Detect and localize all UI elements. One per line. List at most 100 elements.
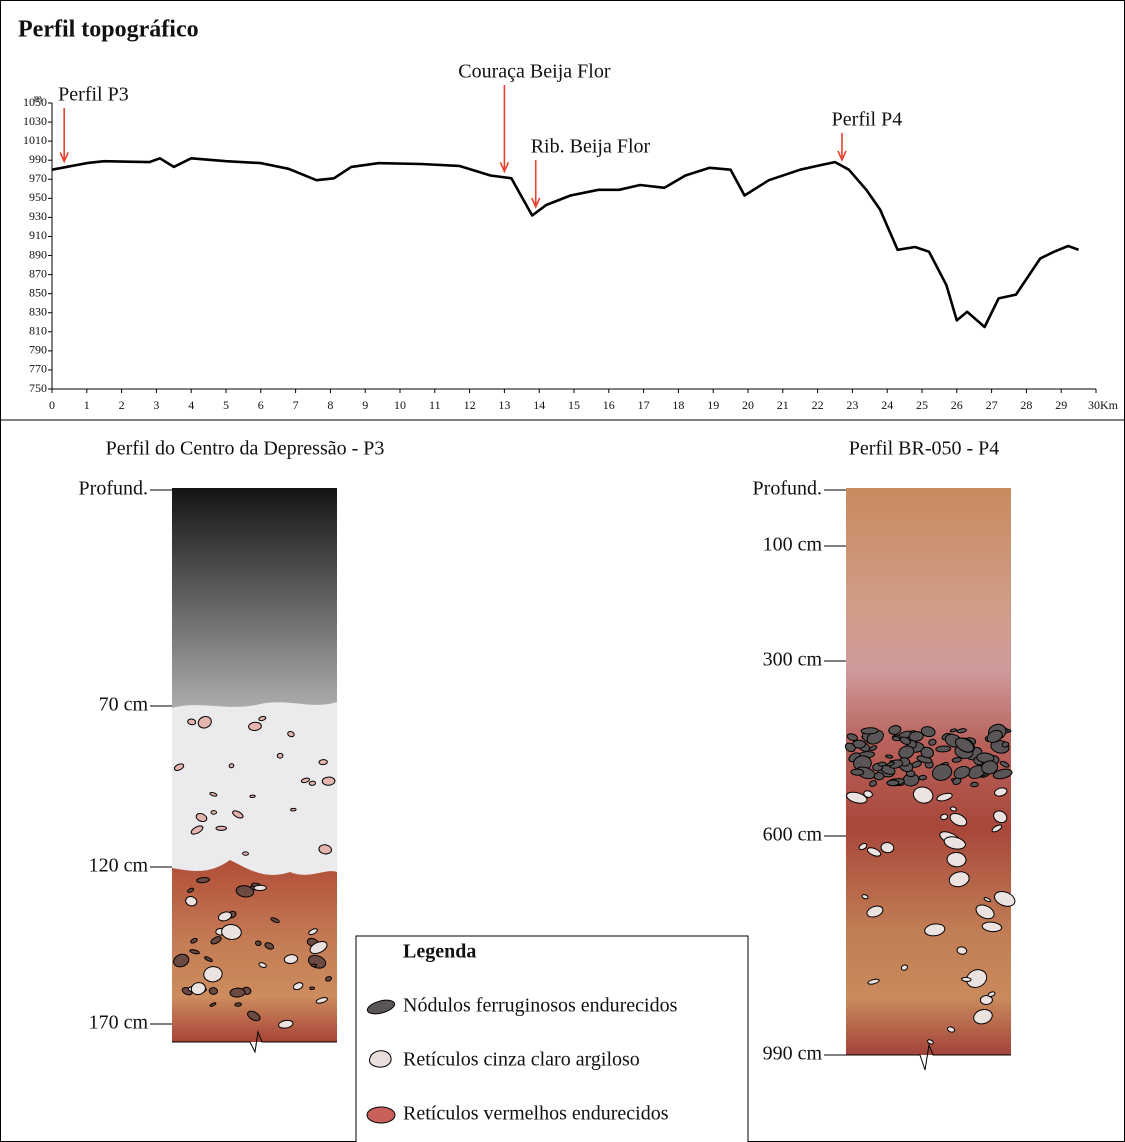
ferruginous-nodule bbox=[931, 763, 953, 781]
layer-gray bbox=[172, 702, 337, 880]
gray-reticule bbox=[936, 792, 953, 802]
layer-dark bbox=[172, 488, 337, 718]
legend-box bbox=[355, 935, 749, 1142]
red-reticule bbox=[209, 792, 218, 797]
gray-reticule bbox=[983, 897, 992, 903]
ferruginous-nodule bbox=[877, 761, 887, 767]
ferruginous-nodule bbox=[920, 746, 934, 759]
y-tick-label: 810 bbox=[29, 324, 47, 338]
gray-reticule bbox=[185, 896, 198, 907]
x-tick-label: 12 bbox=[464, 398, 476, 412]
ferruginous-nodule bbox=[234, 1002, 242, 1007]
gray-reticule bbox=[283, 954, 299, 965]
gray-reticule bbox=[975, 904, 995, 920]
gray-reticule bbox=[253, 884, 267, 892]
x-tick-label: 20 bbox=[742, 398, 754, 412]
gray-reticule bbox=[861, 894, 869, 900]
y-tick-label: 770 bbox=[29, 362, 47, 376]
ferruginous-nodule bbox=[173, 953, 190, 968]
ferruginous-nodule bbox=[270, 917, 280, 924]
legend-title: Legenda bbox=[403, 941, 476, 963]
red-reticule bbox=[190, 825, 204, 835]
red-reticule bbox=[242, 851, 249, 856]
ferruginous-nodule bbox=[264, 942, 275, 950]
x-tick-label: 29 bbox=[1055, 398, 1067, 412]
gray-reticule bbox=[946, 851, 967, 868]
y-tick-label: 790 bbox=[29, 343, 47, 357]
y-tick-label: 850 bbox=[29, 285, 47, 299]
gray-reticule bbox=[993, 891, 1016, 907]
x-tick-label: 22 bbox=[812, 398, 824, 412]
gray-reticule bbox=[308, 928, 318, 936]
red-reticule bbox=[258, 715, 267, 722]
ferruginous-nodule bbox=[1001, 741, 1010, 748]
x-tick-label: 15 bbox=[568, 398, 580, 412]
gray-reticule bbox=[912, 786, 934, 804]
gray-reticule bbox=[880, 842, 895, 854]
ferruginous-nodule bbox=[885, 754, 894, 759]
red-reticule bbox=[187, 718, 197, 726]
ferruginous-nodule bbox=[187, 887, 195, 893]
ferruginous-nodule bbox=[970, 781, 979, 788]
gray-reticule bbox=[946, 1026, 956, 1033]
x-tick-label: 6 bbox=[258, 398, 264, 412]
red-reticule bbox=[228, 763, 235, 769]
ferruginous-nodule bbox=[229, 987, 246, 998]
depth-label: 300 cm bbox=[763, 649, 823, 671]
ferruginous-nodule bbox=[209, 1002, 217, 1007]
depth-label: 600 cm bbox=[763, 824, 823, 846]
x-tick-label: 23 bbox=[846, 398, 858, 412]
x-tick-label: 17 bbox=[638, 398, 650, 412]
red-reticule bbox=[287, 731, 295, 738]
profile-title: Perfil do Centro da Depressão - P3 bbox=[106, 438, 385, 460]
y-tick-label: 950 bbox=[29, 190, 47, 204]
gray-reticule bbox=[203, 966, 223, 983]
red-reticule bbox=[232, 810, 244, 819]
annotation-arrowhead bbox=[59, 152, 69, 164]
gray-reticule bbox=[994, 787, 1008, 797]
ferruginous-nodule bbox=[208, 987, 219, 995]
x-tick-label: 14 bbox=[533, 398, 545, 412]
y-tick-label: 930 bbox=[29, 209, 47, 223]
annotation-arrowhead bbox=[837, 150, 847, 162]
annotation-label: Rib. Beija Flor bbox=[531, 136, 651, 158]
y-tick-label: 830 bbox=[29, 304, 47, 318]
annotation-arrowhead bbox=[499, 162, 510, 174]
ferruginous-nodule bbox=[898, 745, 915, 759]
annotation-label: Perfil P4 bbox=[832, 109, 903, 131]
gray-reticule bbox=[258, 962, 267, 968]
x-tick-label: 16 bbox=[603, 398, 615, 412]
ferruginous-nodule bbox=[886, 779, 900, 787]
gray-reticule bbox=[993, 810, 1008, 824]
gray-reticule bbox=[315, 997, 328, 1004]
legend-icon bbox=[369, 1050, 392, 1068]
x-tick-label: 11 bbox=[429, 398, 441, 412]
legend-icon bbox=[366, 1106, 396, 1124]
gray-reticule bbox=[900, 964, 908, 971]
x-tick-label: 0 bbox=[49, 398, 55, 412]
ferruginous-nodule bbox=[196, 877, 210, 884]
x-tick-label: 5 bbox=[223, 398, 229, 412]
y-unit: m bbox=[34, 93, 43, 105]
ferruginous-nodule bbox=[954, 737, 975, 753]
x-tick-label: 1 bbox=[84, 398, 90, 412]
ferruginous-nodule bbox=[911, 760, 922, 768]
ferruginous-nodule bbox=[992, 768, 1013, 780]
gray-reticule bbox=[858, 843, 868, 851]
depth-label: 70 cm bbox=[99, 694, 149, 716]
gray-reticule bbox=[217, 911, 232, 922]
ferruginous-nodule bbox=[953, 765, 971, 780]
gray-reticule bbox=[948, 871, 970, 888]
gray-reticule bbox=[973, 1009, 993, 1025]
x-tick-label: 18 bbox=[672, 398, 684, 412]
ferruginous-nodule bbox=[928, 738, 937, 746]
profile-p3-column bbox=[172, 488, 337, 1054]
depth-label: 990 cm bbox=[763, 1043, 823, 1065]
ferruginous-nodule bbox=[886, 761, 895, 767]
x-tick-label: 19 bbox=[707, 398, 719, 412]
ferruginous-nodule bbox=[949, 728, 957, 733]
y-tick-label: 910 bbox=[29, 228, 47, 242]
ferruginous-nodule bbox=[247, 1010, 261, 1022]
gray-reticule bbox=[927, 1039, 934, 1045]
